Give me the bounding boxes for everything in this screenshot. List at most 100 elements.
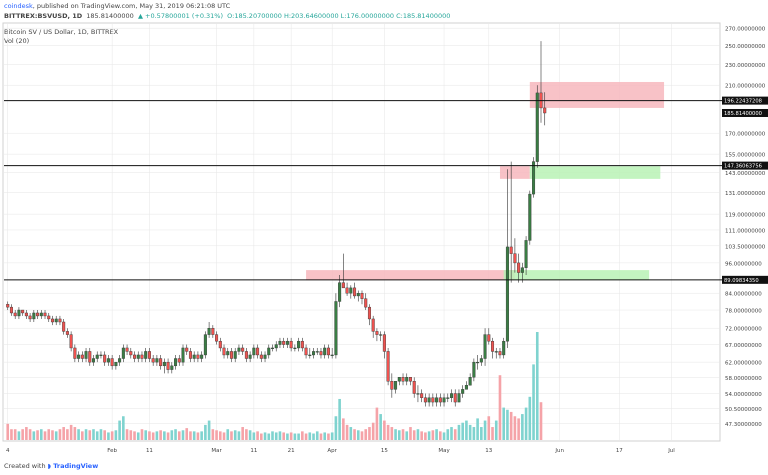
candle-body [297, 340, 301, 349]
volume-bar [435, 429, 438, 440]
candle-body [185, 347, 189, 352]
candle-body [379, 334, 383, 336]
volume-bar [73, 427, 77, 440]
volume-bar [315, 431, 319, 440]
y-tick-label: 210.00000000 [725, 84, 766, 90]
volume-bar [521, 414, 524, 440]
volume-bar [274, 432, 278, 440]
publisher-name[interactable]: coindesk [4, 2, 33, 10]
level-price-tag [722, 161, 768, 170]
volume-bar [286, 433, 289, 440]
footer-brand[interactable]: TradingView [53, 462, 99, 470]
y-tick-label: 58.00000000 [725, 376, 762, 382]
candle-body [382, 334, 386, 352]
publish-info: published on TradingView.com, May 31, 20… [36, 2, 231, 10]
y-tick-label: 131.00000000 [725, 191, 766, 197]
volume-bar [405, 431, 409, 440]
x-tick-label: 15 [381, 448, 388, 454]
y-tick-label: 47.30000000 [725, 422, 762, 428]
candle-body [509, 246, 513, 254]
candle-body [483, 334, 487, 359]
volume-bar [539, 402, 543, 440]
candle-body [73, 347, 77, 359]
volume-bar [144, 430, 148, 440]
volume-bar [431, 430, 435, 440]
candle-body [69, 334, 73, 349]
volume-bar [368, 427, 371, 440]
y-tick-label: 230.00000000 [725, 63, 766, 69]
publish-line: coindesk, published on TradingView.com, … [4, 2, 231, 10]
candle-body [461, 389, 465, 394]
candle-body [140, 354, 144, 359]
volume-bar [330, 432, 334, 440]
candle-body [118, 358, 122, 363]
volume-bar [185, 428, 189, 440]
y-tick-label: 143.00000000 [725, 171, 766, 177]
volume-bar [319, 433, 323, 440]
candle-body [390, 381, 394, 390]
volume-bar [13, 429, 17, 440]
volume-bar [439, 431, 442, 440]
x-tick-label: 13 [485, 448, 492, 454]
candle-body [174, 358, 178, 367]
candle-body [349, 287, 353, 294]
y-tick-label: 103.50000000 [725, 244, 766, 250]
volume-bar [278, 431, 282, 440]
candle-body [453, 393, 457, 403]
volume-bar [92, 429, 95, 440]
candle-body [405, 377, 409, 382]
x-tick-label: 11 [250, 448, 257, 454]
candle-body [77, 354, 81, 359]
volume-bar [535, 332, 539, 440]
support-zone [503, 270, 650, 281]
volume-bar [84, 429, 88, 440]
x-tick-label: 4 [6, 448, 10, 454]
candle-body [442, 397, 446, 403]
volume-bar [476, 418, 479, 440]
volume-bar [513, 416, 517, 440]
volume-bar [163, 431, 166, 440]
volume-bar [189, 431, 192, 440]
candle-body [524, 240, 528, 268]
candle-body [412, 381, 416, 394]
candle-body [513, 253, 517, 264]
symbol-line: BITTREX:BSVUSD, 1D 185.81400000 ▲ +0.578… [4, 12, 450, 20]
y-tick-label: 84.00000000 [725, 292, 762, 298]
series-legend: Bitcoin SV / US Dollar, 1D, BITTREX [4, 28, 118, 36]
volume-bar [25, 427, 28, 440]
volume-bar [192, 431, 196, 440]
candle-body [367, 306, 371, 320]
candle-body [166, 361, 170, 370]
candle-body [211, 328, 215, 335]
volume-bar [409, 427, 412, 440]
volume-bar [66, 429, 69, 440]
y-tick-label: 119.00000000 [725, 213, 766, 219]
candle-body [200, 354, 204, 359]
candle-body [24, 312, 28, 317]
candle-body [420, 393, 424, 398]
volume-bar [446, 429, 450, 440]
candle-body [532, 161, 536, 195]
candle-body [121, 347, 125, 359]
candle-body [472, 361, 476, 378]
candle-body [151, 358, 155, 363]
candle-body [543, 107, 547, 114]
candle-body [259, 354, 263, 359]
x-tick-label: 17 [616, 448, 623, 454]
tradingview-logo-icon[interactable]: ◗ [47, 462, 52, 470]
candle-body [397, 377, 401, 382]
y-tick-label: 170.00000000 [725, 132, 766, 138]
candle-body [233, 351, 237, 359]
candle-body [408, 377, 412, 382]
candle-body [457, 393, 461, 403]
candle-body [256, 347, 260, 356]
volume-bar [483, 420, 487, 440]
footer-prefix: Created with [4, 462, 46, 470]
volume-bar [88, 430, 92, 440]
last-price-text: 185.81400000 [86, 12, 134, 20]
volume-bar [386, 424, 390, 440]
candle-body [502, 340, 506, 356]
volume-bar [360, 431, 364, 440]
volume-bar [196, 432, 200, 440]
